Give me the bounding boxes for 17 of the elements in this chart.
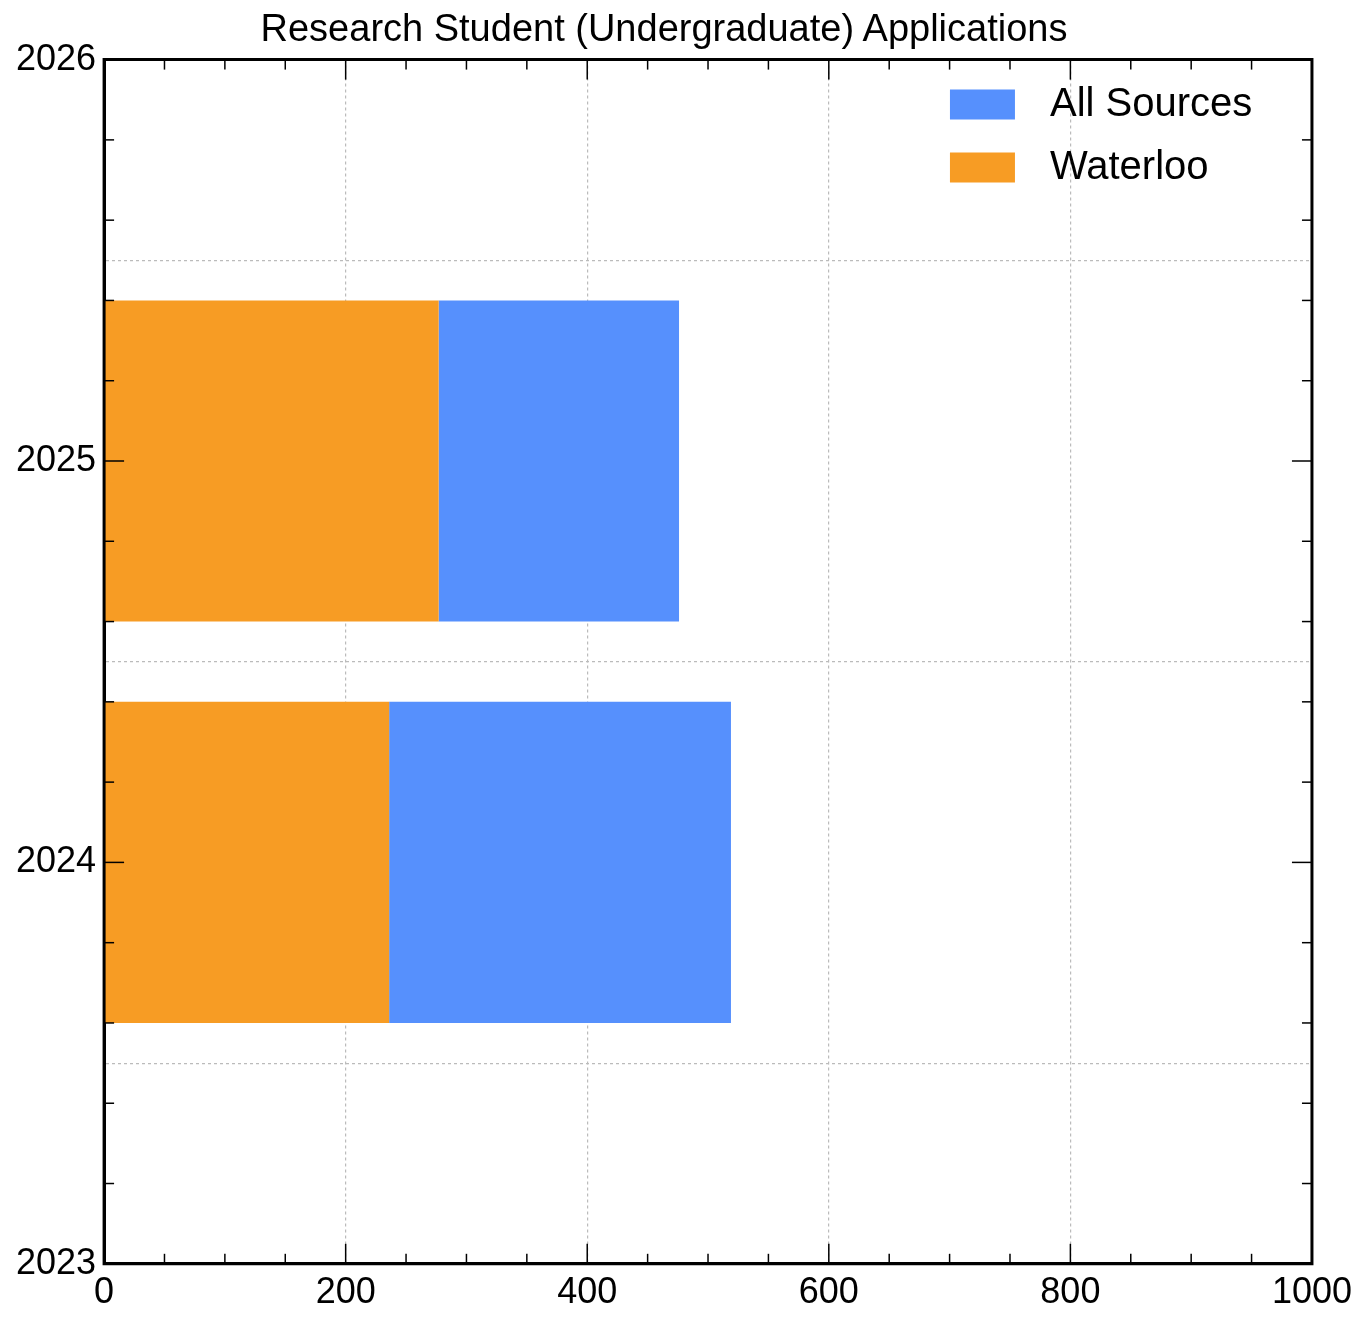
y-tick-label: 2025 (15, 437, 97, 479)
bar (389, 701, 731, 1023)
x-tick-label: 1000 (1271, 1270, 1352, 1312)
bar (438, 300, 680, 622)
bar (104, 701, 390, 1023)
x-tick-label: 800 (1040, 1270, 1101, 1312)
legend-label: Waterloo (1049, 142, 1209, 187)
y-tick-label: 2023 (15, 1240, 97, 1282)
x-tick-label: 200 (315, 1270, 376, 1312)
y-tick-label: 2026 (15, 36, 97, 78)
y-tick-label: 2024 (15, 839, 97, 881)
legend-label: All Sources (1049, 79, 1253, 124)
chart-title: Research Student (Undergraduate) Applications (260, 7, 1068, 50)
x-tick-label: 400 (557, 1270, 618, 1312)
x-tick-label: 600 (798, 1270, 859, 1312)
bar (104, 300, 439, 622)
x-tick-label: 0 (94, 1270, 115, 1312)
